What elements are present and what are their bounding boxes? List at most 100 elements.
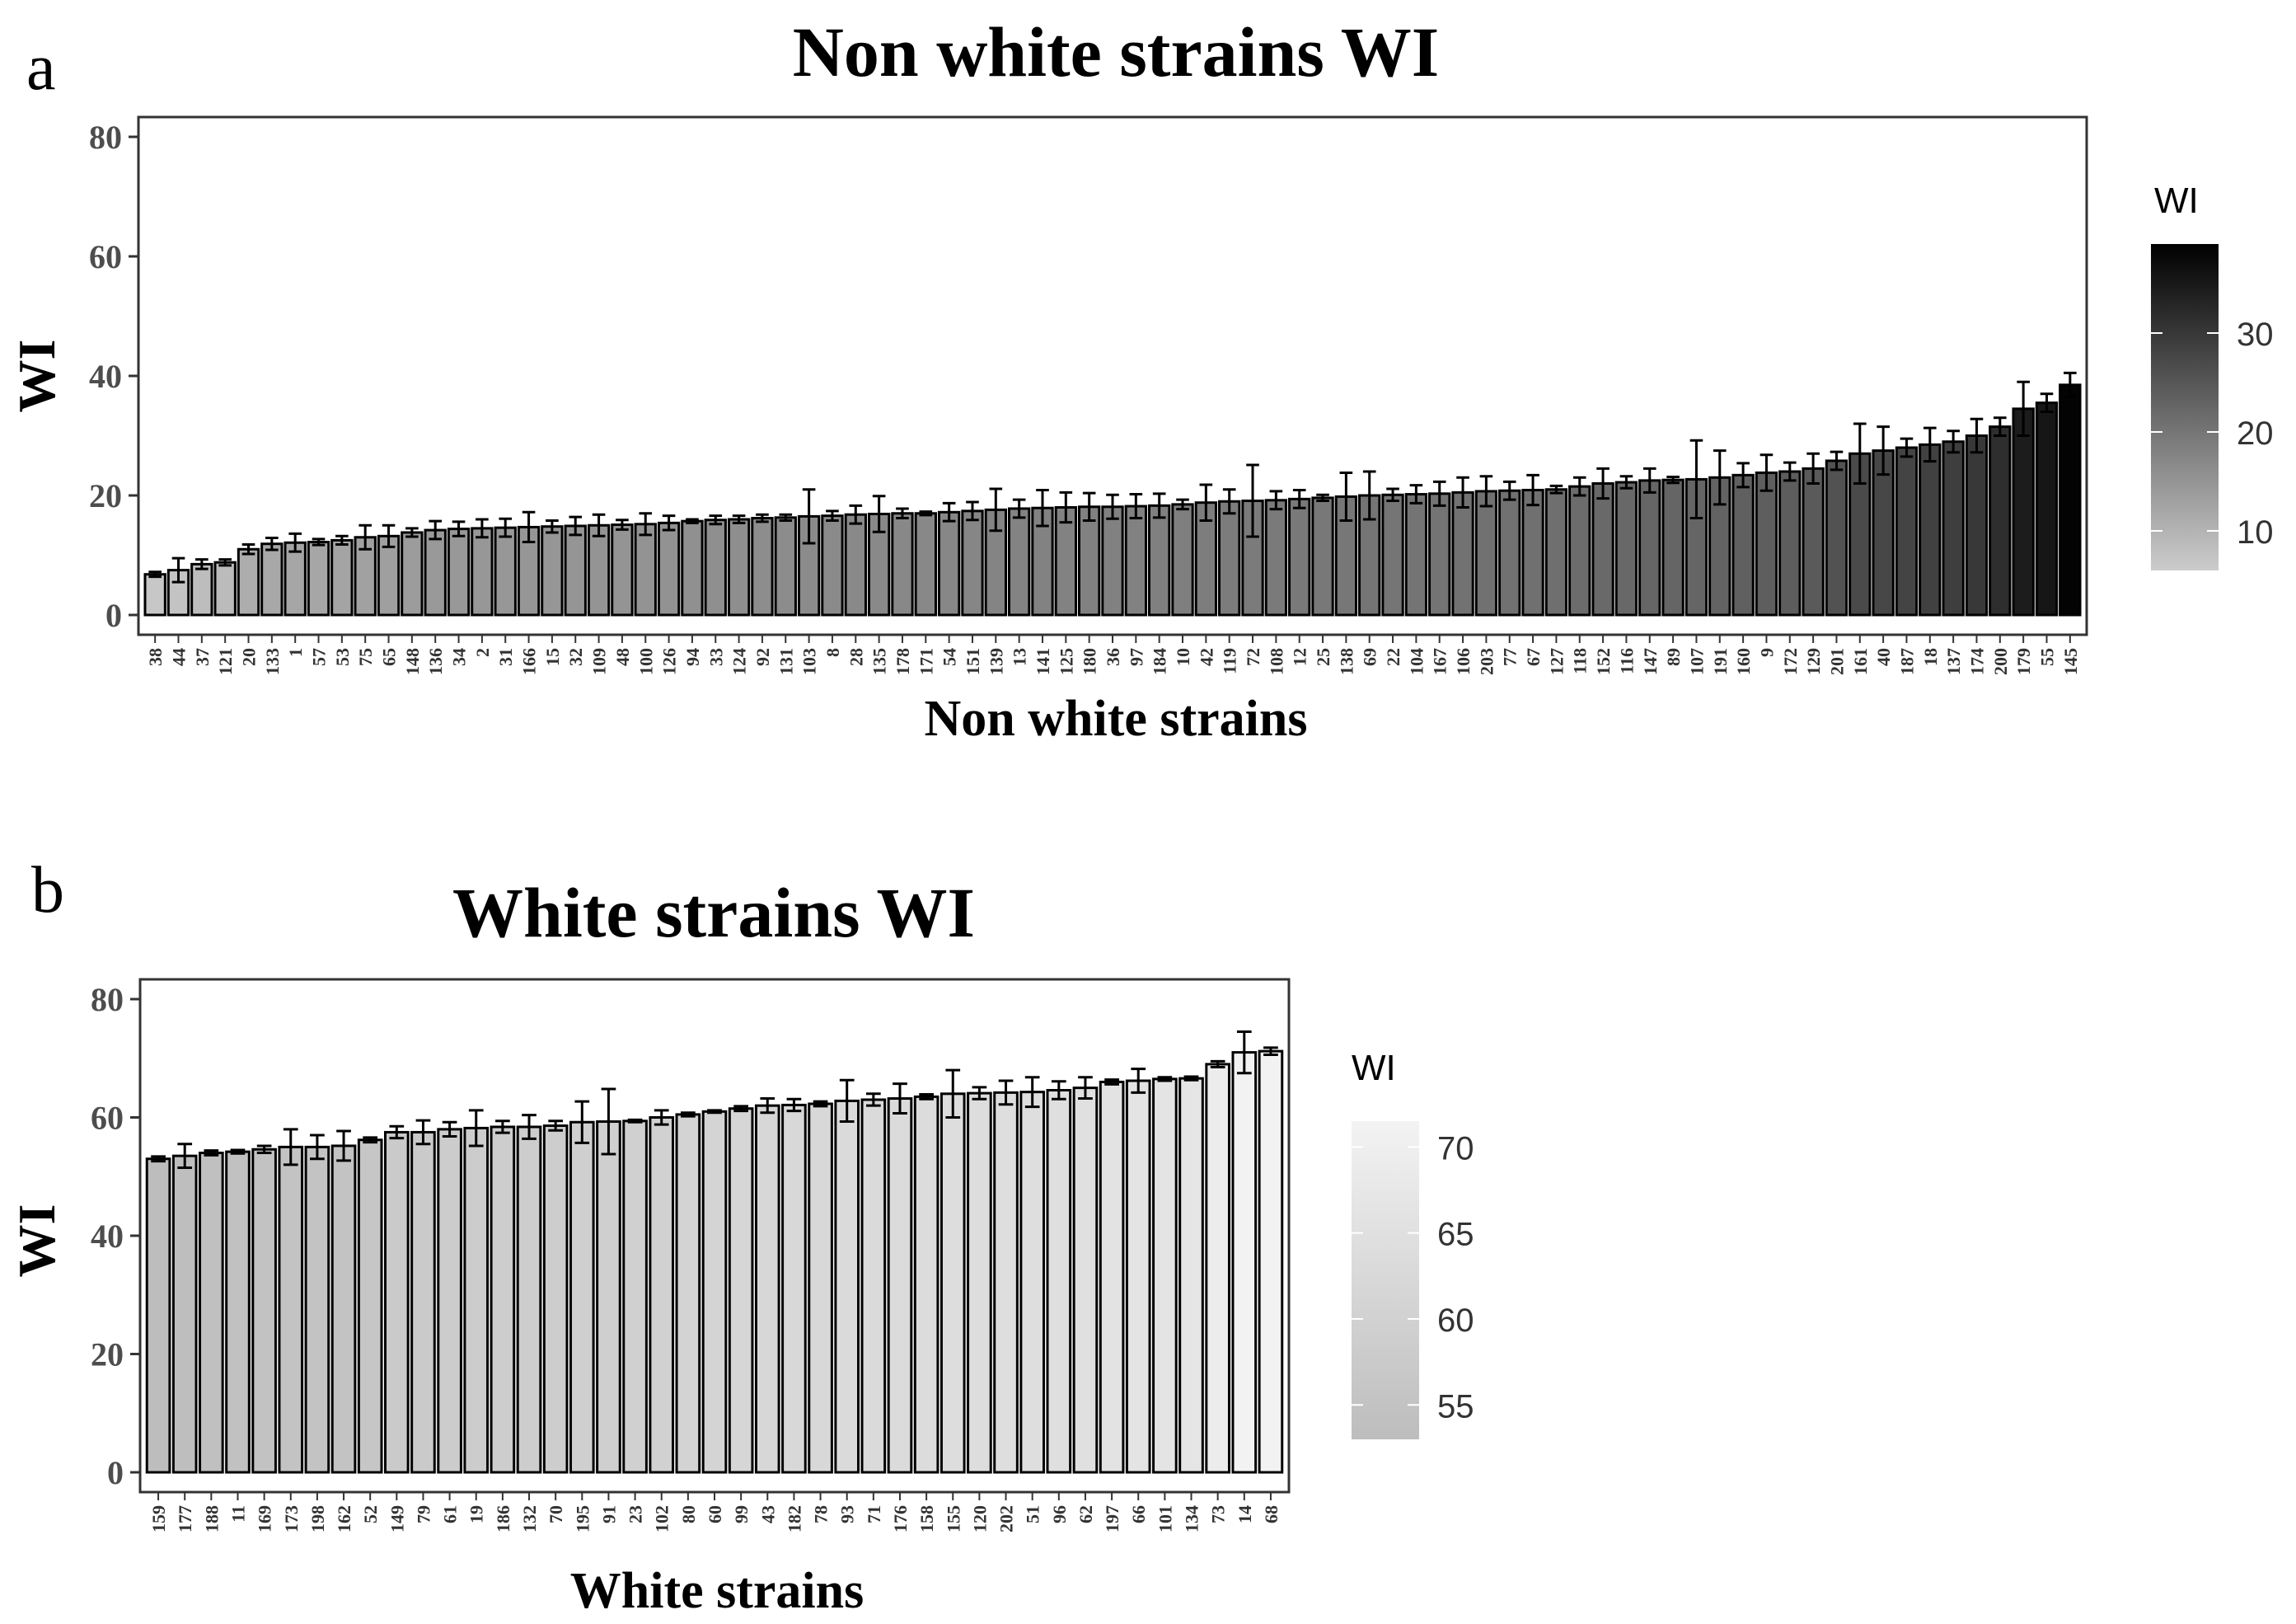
- bar: [424, 528, 447, 617]
- bar: [754, 1104, 780, 1474]
- x-tick-label: 10: [1173, 648, 1193, 666]
- error-bar: [681, 1111, 696, 1118]
- x-tick-label: 67: [1523, 648, 1544, 666]
- bar: [1147, 504, 1171, 617]
- chart-title-a: Non white strains WI: [793, 12, 1439, 92]
- bar: [728, 1107, 754, 1474]
- bar: [1895, 446, 1919, 617]
- x-tick-label: 159: [148, 1505, 169, 1532]
- x-tick-label: 33: [705, 648, 726, 666]
- bar: [675, 1113, 701, 1474]
- x-tick-label: 184: [1150, 648, 1170, 675]
- x-tick-label: 132: [519, 1505, 540, 1532]
- x-tick-label: 180: [1080, 648, 1100, 675]
- x-tick-label: 195: [572, 1505, 593, 1532]
- x-tick-label: 101: [1155, 1505, 1175, 1532]
- x-tick-label: 107: [1686, 648, 1707, 675]
- bar: [1661, 478, 1685, 617]
- x-tick-label: 161: [1850, 648, 1871, 675]
- colorbar-legend-a: WI 10 20 30: [2151, 181, 2274, 570]
- error-bar: [1456, 476, 1469, 509]
- error-bar: [1666, 476, 1680, 485]
- bar: [622, 1119, 648, 1474]
- error-bar: [230, 1148, 246, 1155]
- bar: [1218, 500, 1241, 617]
- bar: [1451, 490, 1474, 617]
- x-tick-label: 162: [334, 1505, 354, 1532]
- bar: [251, 1148, 277, 1474]
- bar: [2035, 401, 2059, 617]
- bar: [1288, 497, 1311, 617]
- panel-a: a Non white strains WI WI Non white stra…: [7, 12, 2274, 747]
- bar: [596, 1120, 621, 1474]
- y-tick-label: 80: [91, 981, 124, 1018]
- x-tick-label: 9: [1756, 648, 1777, 657]
- error-bar: [382, 523, 396, 548]
- bar: [967, 1091, 992, 1474]
- x-tick-label: 1: [285, 648, 306, 657]
- error-bar: [849, 504, 863, 525]
- x-tick-label: 119: [1220, 648, 1240, 674]
- x-tick-label: 99: [731, 1505, 752, 1523]
- error-bar: [972, 1086, 987, 1101]
- x-tick-label: 104: [1406, 648, 1427, 675]
- error-bar: [476, 518, 489, 539]
- x-tick-label: 152: [1593, 648, 1614, 675]
- error-bar: [919, 510, 933, 517]
- x-tick-label: 36: [1103, 648, 1123, 666]
- x-tick-label: 148: [402, 648, 423, 675]
- error-bar: [1947, 429, 1960, 454]
- bar: [1019, 1091, 1045, 1474]
- x-tick-label: 37: [192, 648, 213, 666]
- error-bar: [195, 558, 209, 570]
- error-bar: [1210, 1059, 1225, 1069]
- error-bar: [1157, 1076, 1173, 1082]
- bar: [1152, 1077, 1178, 1474]
- x-tick-label: 14: [1235, 1505, 1255, 1523]
- bar: [447, 528, 471, 617]
- bar: [1755, 471, 1778, 617]
- error-bar: [896, 507, 909, 520]
- error-bar: [1806, 452, 1820, 485]
- error-bar: [415, 1119, 431, 1146]
- x-tick-label: 131: [775, 648, 796, 675]
- bar: [1404, 493, 1428, 617]
- error-bar: [639, 512, 653, 537]
- error-bar: [839, 1078, 855, 1124]
- error-bar: [1263, 1046, 1278, 1056]
- error-bar: [389, 1124, 405, 1140]
- bar: [834, 1099, 860, 1474]
- error-bar: [363, 1136, 378, 1144]
- error-bar: [872, 495, 886, 533]
- x-tick-label: 70: [546, 1505, 566, 1523]
- error-bar: [813, 1100, 828, 1108]
- x-tick-label: 68: [1261, 1505, 1282, 1523]
- y-tick-label: 60: [89, 238, 122, 275]
- x-tick-label: 103: [799, 648, 820, 675]
- error-bar: [1759, 453, 1774, 492]
- x-tick-label: 75: [355, 648, 376, 666]
- x-tick-label: 147: [1640, 648, 1661, 675]
- bar: [542, 1124, 569, 1474]
- bar: [704, 519, 727, 617]
- x-tick-label: 202: [996, 1505, 1017, 1532]
- error-bar: [1222, 488, 1236, 515]
- x-axis-label-b: White strains: [570, 1563, 865, 1619]
- y-tick-label: 20: [89, 477, 122, 514]
- bar: [891, 512, 914, 617]
- legend-title-b: WI: [1352, 1048, 1396, 1088]
- bar: [1802, 467, 1825, 617]
- bar: [681, 519, 704, 617]
- bar: [1498, 489, 1521, 617]
- error-bar: [1176, 498, 1189, 511]
- error-bar: [1642, 467, 1656, 494]
- error-bar: [256, 1144, 272, 1155]
- bar: [516, 1125, 542, 1474]
- panel-label-a: a: [26, 31, 56, 104]
- error-bar: [336, 1129, 351, 1162]
- bar: [437, 1128, 462, 1474]
- error-bar: [1409, 484, 1423, 505]
- x-tick-label: 71: [864, 1505, 884, 1523]
- bar: [774, 516, 797, 617]
- error-bar: [826, 509, 839, 522]
